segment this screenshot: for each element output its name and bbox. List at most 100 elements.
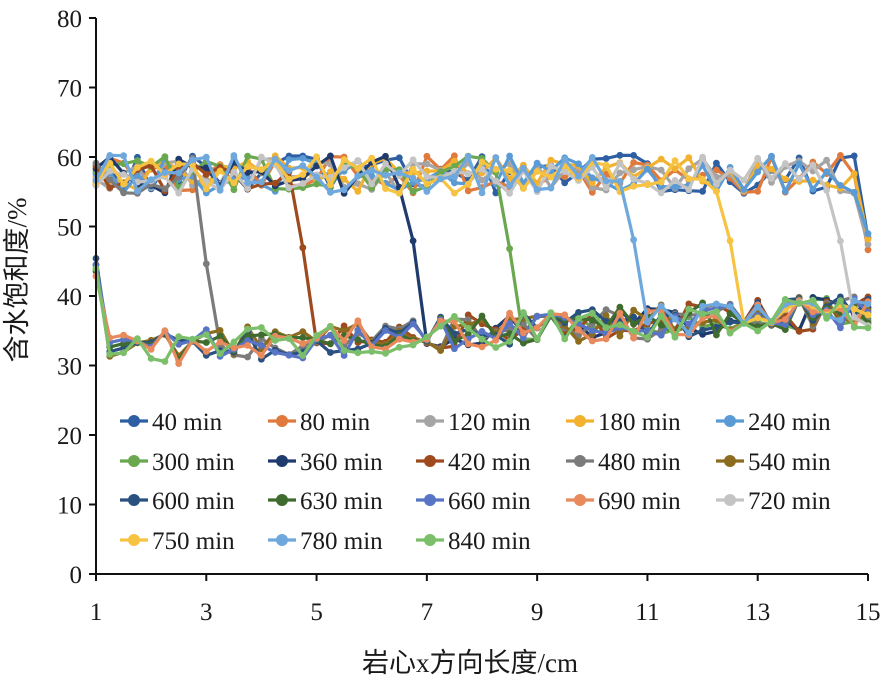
data-point [299, 244, 307, 252]
data-point [423, 152, 431, 160]
data-point [340, 175, 348, 183]
data-point [478, 176, 486, 184]
data-point [451, 189, 458, 197]
data-point [258, 166, 265, 173]
legend-item: 720 min [716, 488, 831, 515]
legend-label: 480 min [598, 449, 681, 476]
data-point [271, 337, 279, 344]
y-axis-title: 含水饱和度/% [2, 198, 32, 363]
data-point [327, 331, 334, 339]
legend-label: 630 min [300, 488, 383, 515]
legend-item: 120 min [416, 409, 531, 436]
data-point [768, 152, 775, 160]
data-point [464, 330, 472, 338]
data-point [464, 187, 472, 195]
data-point [354, 326, 362, 334]
data-point [699, 175, 706, 183]
data-point [409, 341, 417, 349]
data-point [147, 355, 155, 362]
data-point [230, 168, 238, 176]
data-point [657, 189, 665, 197]
data-point [120, 152, 127, 160]
x-tick-label: 3 [200, 599, 213, 626]
data-point [202, 153, 210, 161]
data-point [354, 187, 362, 195]
data-point [354, 317, 362, 325]
data-point [244, 163, 252, 171]
data-point [547, 184, 555, 192]
data-point [588, 184, 596, 192]
legend-label: 420 min [448, 449, 531, 476]
data-point [506, 167, 513, 174]
data-point [657, 155, 665, 163]
data-point [520, 339, 527, 347]
data-point [230, 344, 238, 352]
data-point [340, 352, 348, 359]
legend-item: 240 min [716, 409, 831, 436]
data-point [588, 189, 596, 196]
data-point [685, 165, 693, 173]
data-point [368, 348, 376, 355]
data-point [616, 309, 624, 317]
data-point [713, 331, 720, 339]
data-point [561, 179, 569, 187]
data-point [616, 169, 624, 177]
legend-label: 750 min [152, 528, 235, 555]
data-point [134, 164, 141, 171]
data-point [271, 179, 279, 187]
legend-label: 600 min [152, 488, 235, 515]
data-point [147, 157, 155, 165]
data-point [575, 309, 582, 316]
series-780-min [92, 152, 872, 337]
data-point [202, 171, 210, 178]
data-point [768, 318, 775, 325]
data-point [823, 314, 830, 322]
data-point [781, 316, 789, 323]
y-tick-label: 20 [57, 423, 82, 450]
data-point [492, 337, 500, 344]
x-tick-label: 7 [421, 599, 434, 626]
data-point [147, 346, 155, 353]
legend-label: 120 min [448, 409, 531, 436]
y-tick-label: 10 [57, 493, 82, 520]
legend-swatch-marker [424, 415, 436, 427]
data-point [492, 154, 500, 161]
legend-swatch-marker [128, 455, 140, 467]
data-point [602, 335, 610, 343]
data-point [740, 320, 748, 327]
data-point [754, 327, 762, 335]
data-point [340, 337, 348, 344]
data-point [354, 349, 362, 357]
data-point [533, 168, 541, 175]
data-point [409, 237, 417, 245]
data-point [134, 157, 141, 165]
data-point [409, 156, 417, 164]
data-point [313, 180, 320, 188]
data-point [451, 163, 458, 170]
data-point [713, 166, 720, 174]
data-point [713, 308, 720, 316]
data-point [478, 335, 486, 343]
data-point [837, 297, 844, 305]
data-point [685, 154, 693, 162]
data-point [464, 153, 472, 160]
data-point [175, 189, 183, 197]
legend-item: 600 min [120, 488, 235, 515]
data-point [850, 188, 858, 196]
legend-swatch-marker [424, 455, 436, 467]
data-point [671, 157, 679, 165]
data-point [340, 322, 348, 330]
data-point [630, 327, 637, 335]
data-point [244, 325, 252, 333]
data-point [258, 331, 265, 339]
data-point [423, 333, 431, 341]
legend-label: 180 min [598, 409, 681, 436]
data-point [464, 316, 472, 324]
legend-item: 780 min [268, 528, 383, 555]
data-point [685, 175, 693, 183]
x-tick-label: 15 [856, 599, 881, 626]
data-point [492, 165, 500, 173]
x-axis-title: 岩心x方向长度/cm [362, 648, 578, 678]
data-point [395, 169, 403, 177]
data-point [630, 236, 637, 244]
